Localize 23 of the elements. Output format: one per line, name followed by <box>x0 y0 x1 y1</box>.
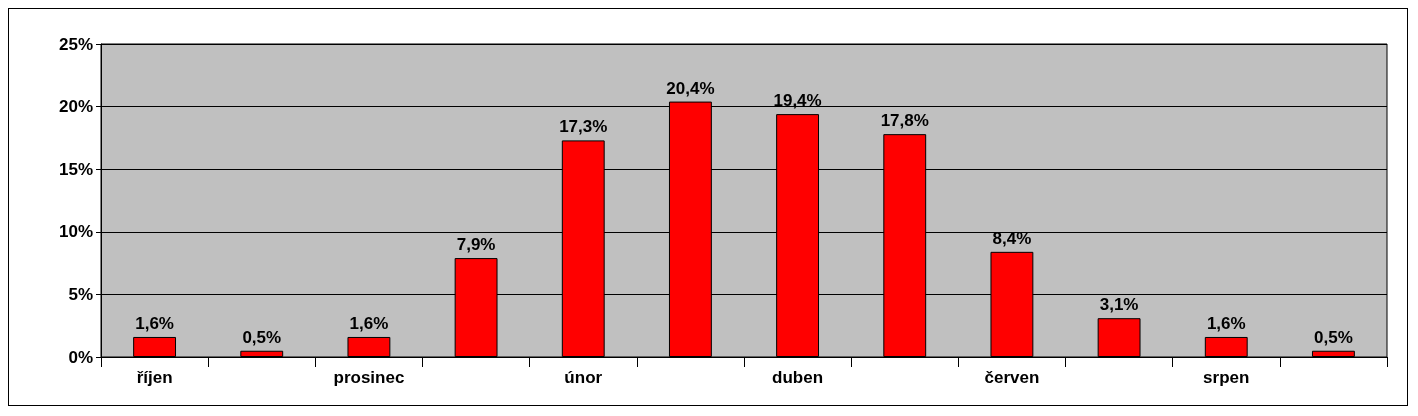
data-label: 7,9% <box>456 235 496 255</box>
data-label: 17,3% <box>559 117 608 137</box>
data-label: 17,8% <box>880 111 929 131</box>
data-label: 20,4% <box>666 78 715 98</box>
x-tick-label: duben <box>772 368 824 387</box>
x-tick-label: únor <box>564 368 603 387</box>
y-tick-label: 10% <box>58 222 93 242</box>
y-tick-label: 5% <box>68 284 93 304</box>
data-label: 3,1% <box>1099 295 1139 315</box>
data-label: 1,6% <box>349 313 389 333</box>
y-tick-label: 20% <box>58 97 93 117</box>
y-tick-label: 15% <box>58 159 93 179</box>
y-tick-label: 0% <box>68 347 93 367</box>
data-label: 1,6% <box>135 313 174 333</box>
data-label: 19,4% <box>773 91 822 111</box>
x-tick-label: srpen <box>1203 368 1250 387</box>
x-tick-label: červen <box>984 368 1040 387</box>
x-tick-label: prosinec <box>333 368 405 387</box>
x-tick-label: říjen <box>136 368 173 387</box>
y-tick-label: 25% <box>58 34 93 54</box>
data-label: 1,6% <box>1206 313 1246 333</box>
data-label: 0,5% <box>1314 327 1353 347</box>
data-label: 0,5% <box>242 327 282 347</box>
